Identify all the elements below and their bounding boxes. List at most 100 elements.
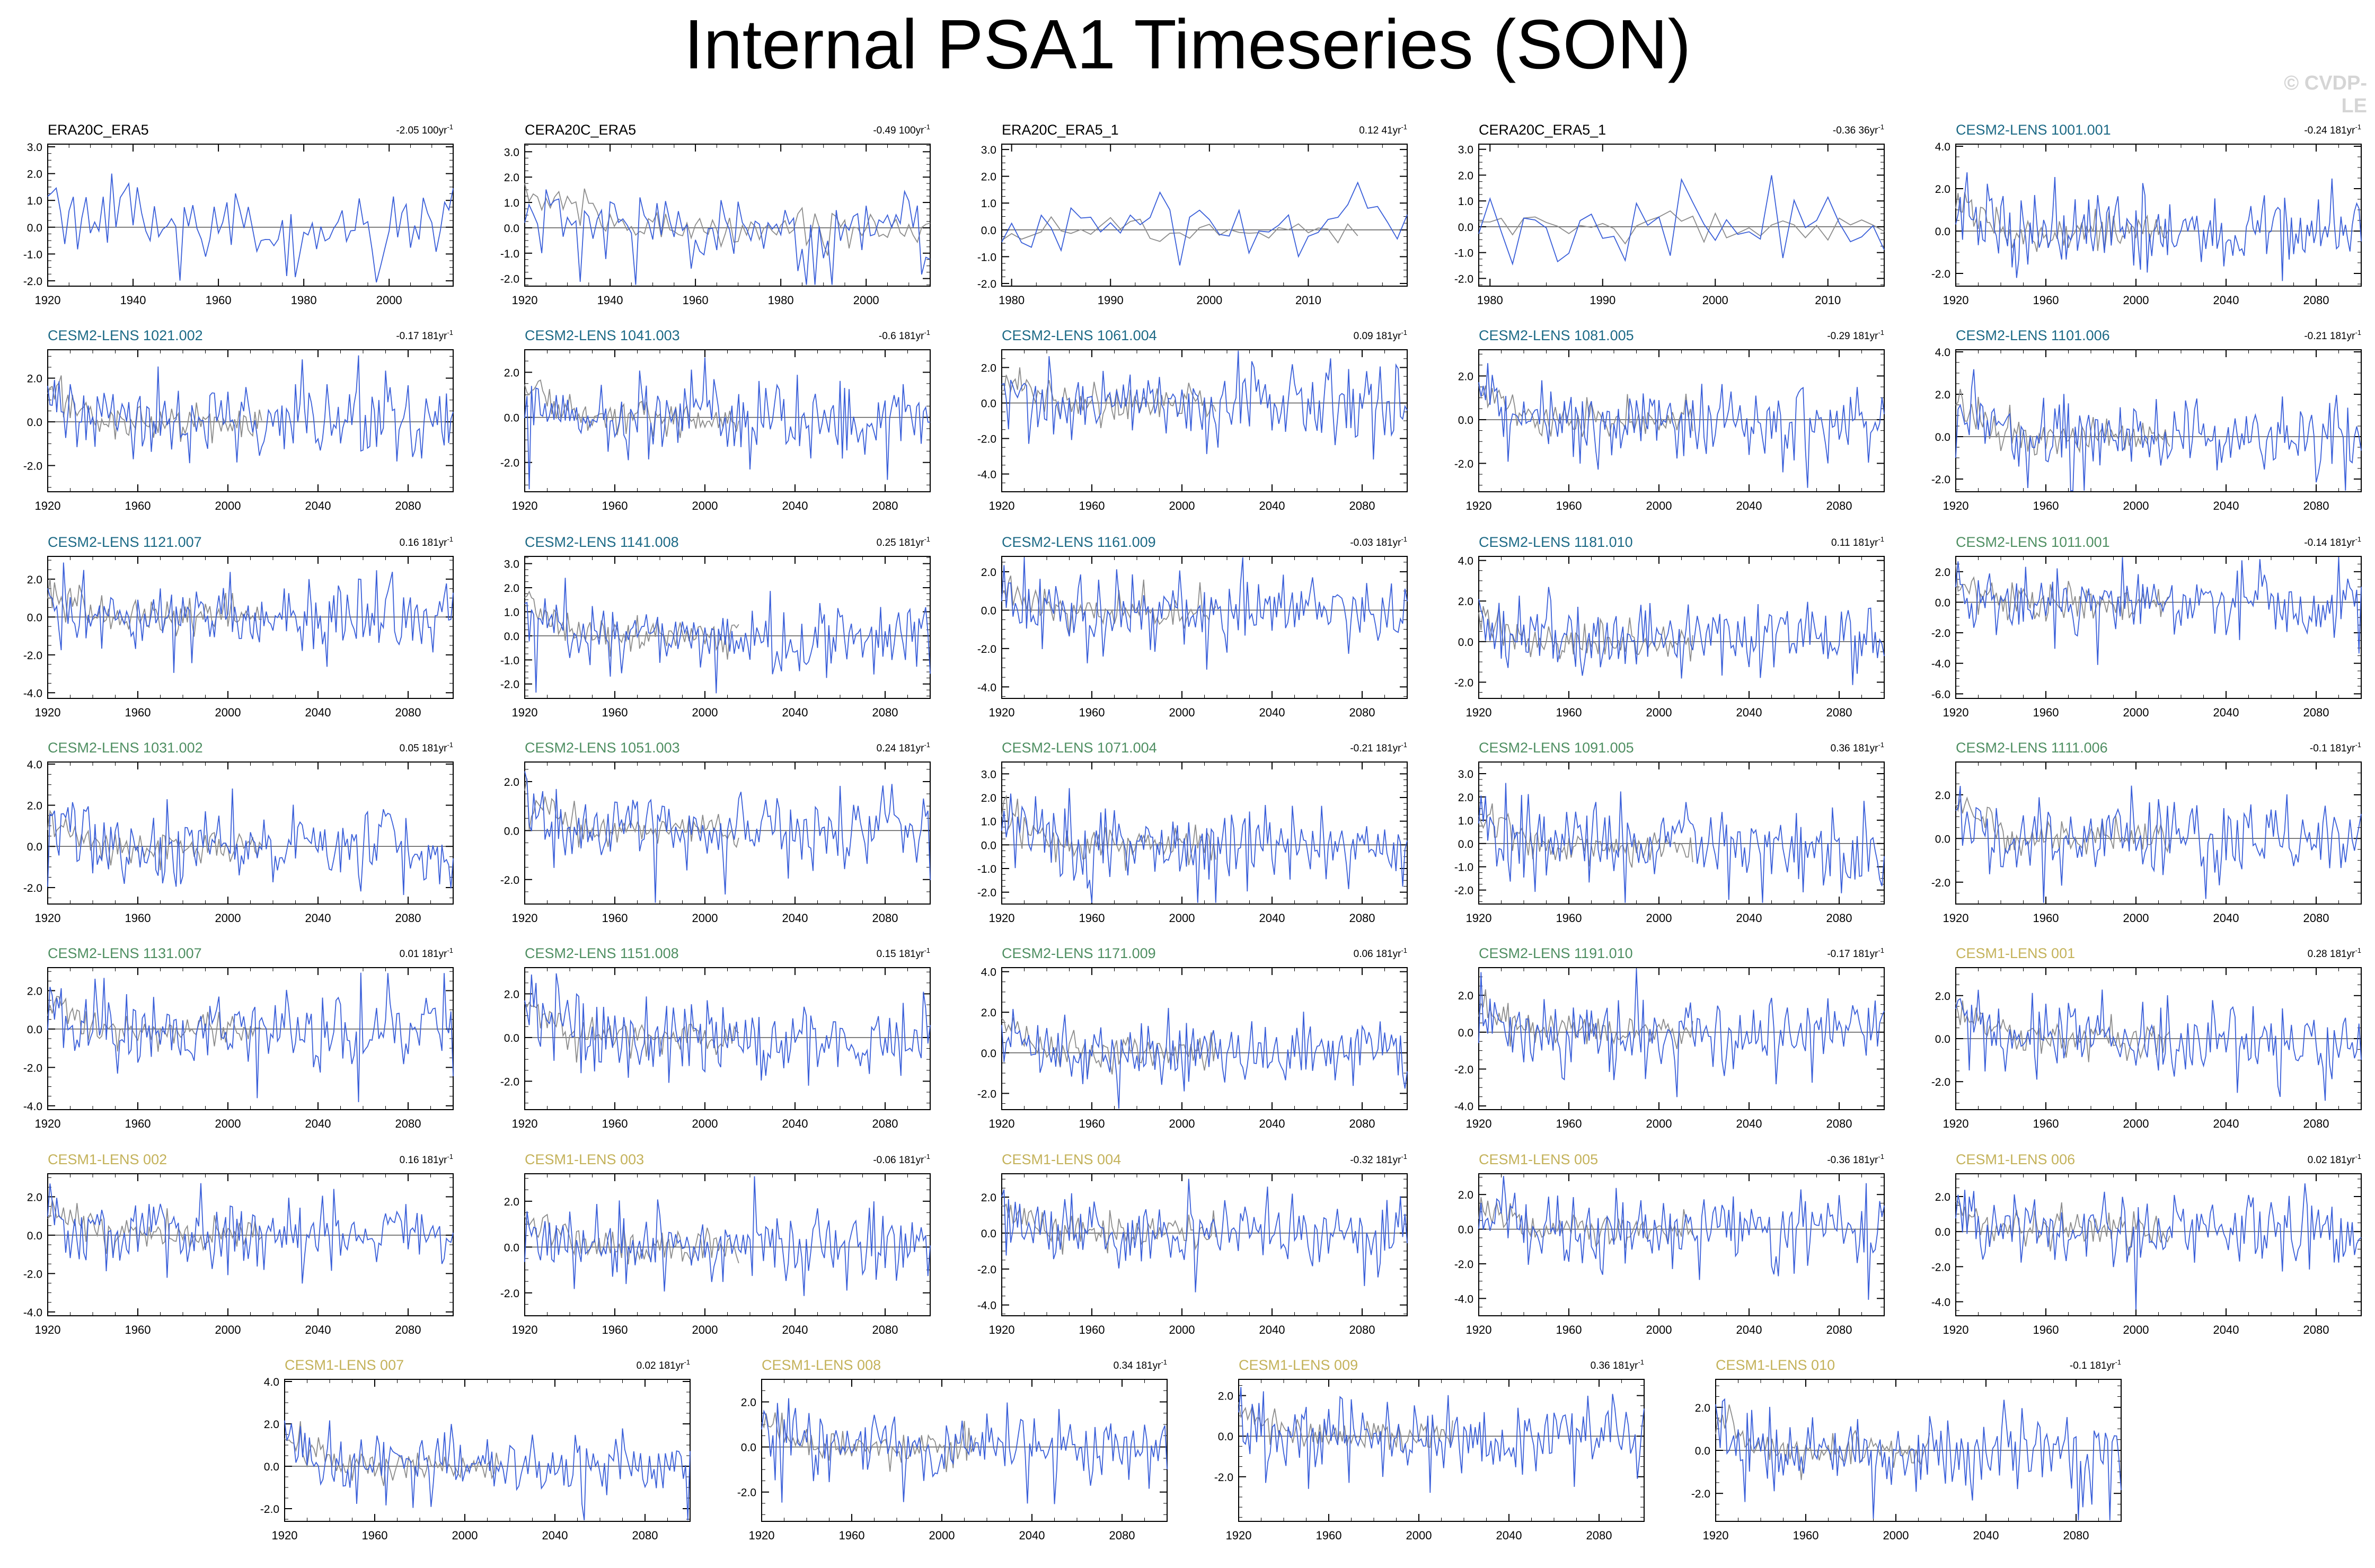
- panel-frame: [47, 144, 454, 287]
- x-tick-label: 2080: [2303, 1117, 2329, 1130]
- y-tick-label: 0.0: [1935, 833, 1950, 845]
- y-tick-label: -2.0: [1454, 1259, 1473, 1271]
- y-tick-label: -2.0: [977, 1088, 996, 1100]
- y-tick-label: -2.0: [23, 1268, 42, 1280]
- x-tick-label: 1960: [362, 1529, 388, 1542]
- x-tick-label: 2000: [1646, 706, 1672, 719]
- y-tick-label: 0.0: [1935, 597, 1950, 609]
- y-tick-label: 2.0: [1935, 990, 1950, 1003]
- y-tick-label: -1.0: [977, 863, 996, 875]
- x-tick-label: 2000: [2123, 499, 2149, 512]
- x-tick-label: 2080: [1826, 1323, 1852, 1336]
- x-tick-label: 2080: [395, 911, 421, 925]
- x-tick-label: 2080: [395, 1323, 421, 1336]
- chart-panel: CESM2-LENS 1121.007 0.16 181yr-1 -4.0 -2.0 0…: [23, 534, 454, 719]
- y-tick-label: -2.0: [500, 1076, 519, 1088]
- y-tick-label: 2.0: [1218, 1390, 1233, 1403]
- y-tick-label: 2.0: [981, 1007, 996, 1019]
- y-tick-label: -4.0: [1454, 1101, 1473, 1113]
- x-tick-label: 1920: [989, 499, 1015, 512]
- trend-label: -0.17 181yr-1: [396, 329, 453, 342]
- model-series-line: [1955, 172, 2362, 281]
- y-tick-label: 2.0: [1935, 389, 1950, 401]
- x-tick-label: 1960: [602, 1323, 628, 1336]
- x-tick-label: 2040: [1019, 1529, 1045, 1542]
- y-tick-label: -2.0: [1931, 268, 1950, 280]
- y-tick-label: 0.0: [504, 412, 519, 424]
- trend-label: 0.02 181yr-1: [2308, 1153, 2361, 1166]
- y-tick-label: 2.0: [27, 574, 42, 586]
- y-tick-label: -1.0: [977, 251, 996, 263]
- y-tick-label: 2.0: [504, 367, 519, 379]
- trend-label: 0.36 181yr-1: [1591, 1358, 1644, 1371]
- x-tick-label: 2000: [853, 294, 879, 307]
- panel-title: CESM2-LENS 1101.006: [1956, 327, 2110, 343]
- x-tick-label: 2080: [1349, 706, 1375, 719]
- panel-title: CESM1-LENS 002: [48, 1151, 167, 1167]
- y-tick-label: -2.0: [500, 457, 519, 469]
- chart-panel: CESM2-LENS 1141.008 0.25 181yr-1 -2.0 -1.0 0…: [500, 534, 931, 719]
- chart-panel: CESM1-LENS 005 -0.36 181yr-1 -4.0 -2.0 0.0 2.…: [1454, 1151, 1885, 1336]
- panel-title: CESM2-LENS 1121.007: [48, 534, 202, 550]
- x-tick-label: 2080: [632, 1529, 658, 1542]
- trend-label: -0.03 181yr-1: [1350, 535, 1407, 548]
- observed-series-line: [47, 375, 262, 444]
- y-tick-label: -2.0: [1931, 877, 1950, 889]
- model-series-line: [47, 788, 454, 896]
- y-tick-label: 0.0: [1935, 431, 1950, 444]
- trend-label: -0.21 181yr-1: [2304, 329, 2361, 342]
- y-tick-label: 2.0: [504, 172, 519, 184]
- chart-panel: CESM2-LENS 1091.005 0.36 181yr-1 -2.0 -1.0 0…: [1454, 740, 1885, 925]
- model-series-line: [524, 357, 930, 490]
- x-tick-label: 2000: [1169, 1117, 1195, 1130]
- model-series-line: [1001, 181, 1408, 266]
- x-tick-label: 1920: [272, 1529, 298, 1542]
- x-tick-label: 1920: [1943, 1323, 1969, 1336]
- y-tick-label: 0.0: [981, 398, 996, 410]
- model-series-line: [1238, 1387, 1645, 1493]
- panel-title: CESM2-LENS 1031.002: [48, 740, 203, 756]
- y-tick-label: -1.0: [500, 654, 519, 667]
- x-tick-label: 1920: [512, 499, 538, 512]
- trend-label: 0.25 181yr-1: [877, 535, 930, 548]
- x-tick-label: 1920: [512, 706, 538, 719]
- y-tick-label: 4.0: [1935, 141, 1950, 153]
- x-tick-label: 1960: [602, 706, 628, 719]
- x-tick-label: 1960: [125, 706, 151, 719]
- x-tick-label: 1920: [35, 1323, 61, 1336]
- y-tick-label: 3.0: [981, 768, 996, 781]
- x-tick-label: 2040: [2213, 1117, 2239, 1130]
- panel-frame: [761, 1379, 1168, 1522]
- y-tick-label: 2.0: [504, 988, 519, 1000]
- model-series-line: [1001, 557, 1408, 670]
- panel-frame: [1001, 1173, 1408, 1316]
- chart-panel: CESM2-LENS 1021.002 -0.17 181yr-1 -2.0 0.0 2…: [23, 327, 454, 512]
- y-tick-label: -2.0: [977, 1264, 996, 1276]
- trend-label: 0.16 181yr-1: [400, 535, 453, 548]
- x-tick-label: 1920: [1943, 1117, 1969, 1130]
- y-tick-label: -2.0: [1931, 627, 1950, 640]
- x-tick-label: 2000: [1196, 294, 1222, 307]
- x-tick-label: 2080: [1586, 1529, 1612, 1542]
- x-tick-label: 2080: [2303, 499, 2329, 512]
- x-tick-label: 2040: [1736, 499, 1762, 512]
- x-tick-label: 2040: [1259, 1117, 1285, 1130]
- y-tick-label: -2.0: [23, 460, 42, 473]
- chart-panel: CESM1-LENS 002 0.16 181yr-1 -4.0 -2.0 0.0 2.0…: [23, 1151, 454, 1336]
- y-tick-label: 0.0: [27, 1230, 42, 1242]
- y-tick-label: -2.0: [23, 650, 42, 662]
- panel-title: CESM2-LENS 1071.004: [1002, 740, 1157, 756]
- chart-panel: CESM1-LENS 006 0.02 181yr-1 -4.0 -2.0 0.0 2.0…: [1931, 1151, 2362, 1336]
- y-tick-label: 0.0: [1935, 1033, 1950, 1046]
- y-tick-label: 2.0: [27, 373, 42, 385]
- chart-panel: CESM1-LENS 004 -0.32 181yr-1 -4.0 -2.0 0.0 2.…: [977, 1151, 1408, 1336]
- y-tick-label: -2.0: [23, 276, 42, 288]
- x-tick-label: 2000: [929, 1529, 955, 1542]
- x-tick-label: 1920: [512, 1323, 538, 1336]
- observed-series-line: [1955, 796, 2170, 856]
- x-tick-label: 1940: [120, 294, 146, 307]
- x-tick-label: 2000: [1883, 1529, 1909, 1542]
- trend-label: 0.02 181yr-1: [637, 1358, 690, 1371]
- y-tick-label: -4.0: [977, 1300, 996, 1312]
